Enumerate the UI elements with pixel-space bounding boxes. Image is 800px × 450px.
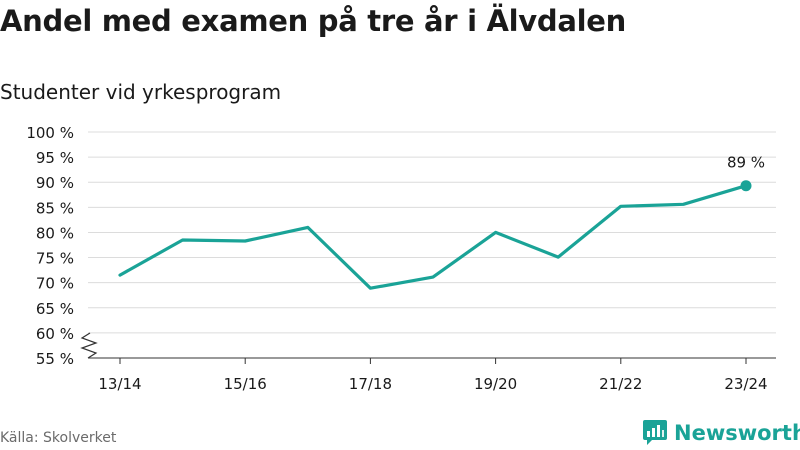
brand-name: Newsworthy <box>674 421 800 445</box>
x-tick-label: 13/14 <box>98 375 141 393</box>
brand-logo: Newsworthy <box>643 418 800 448</box>
data-label: 89 % <box>727 154 765 172</box>
y-tick-label: 80 % <box>36 224 74 242</box>
x-tick-label: 21/22 <box>599 375 642 393</box>
x-tick-label: 17/18 <box>349 375 392 393</box>
y-tick-label: 65 % <box>36 300 74 318</box>
newsworthy-logo-icon <box>643 420 667 445</box>
y-tick-label: 75 % <box>36 250 74 268</box>
y-tick-label: 90 % <box>36 174 74 192</box>
axis-break-icon <box>80 332 98 359</box>
data-point <box>740 180 752 192</box>
x-tick-label: 15/16 <box>224 375 267 393</box>
y-tick-label: 60 % <box>36 325 74 343</box>
series-line <box>118 184 748 290</box>
x-tick-label: 19/20 <box>474 375 517 393</box>
chart-title: Andel med examen på tre år i Älvdalen <box>0 4 626 38</box>
x-tick-label: 23/24 <box>724 375 767 393</box>
y-tick-label: 100 % <box>26 124 74 142</box>
chart-subtitle: Studenter vid yrkesprogram <box>0 80 282 104</box>
source-note: Källa: Skolverket <box>0 430 117 446</box>
y-tick-label: 55 % <box>36 350 74 368</box>
y-tick-label: 95 % <box>36 149 74 167</box>
y-tick-label: 85 % <box>36 199 74 217</box>
y-tick-label: 70 % <box>36 275 74 293</box>
